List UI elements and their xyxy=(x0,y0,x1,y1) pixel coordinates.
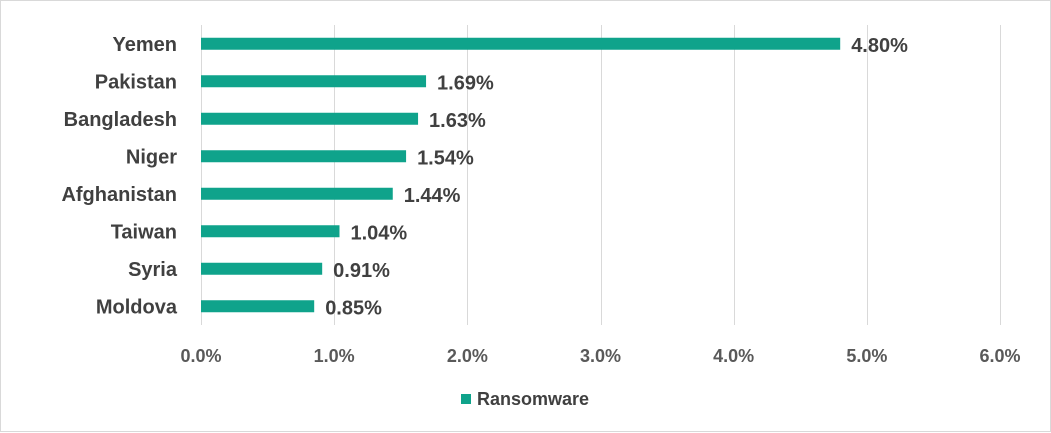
category-label: Moldova xyxy=(96,296,178,318)
category-label: Afghanistan xyxy=(61,184,177,206)
data-label: 1.54% xyxy=(417,147,474,169)
x-tick-label: 5.0% xyxy=(846,346,887,366)
data-label: 0.91% xyxy=(333,260,390,282)
data-label: 0.85% xyxy=(325,297,382,319)
x-tick-label: 2.0% xyxy=(447,346,488,366)
bar xyxy=(201,187,393,200)
x-tick-label: 1.0% xyxy=(314,346,355,366)
bars xyxy=(201,37,841,313)
x-tick-label: 4.0% xyxy=(713,346,754,366)
bar xyxy=(201,75,427,88)
data-label: 4.80% xyxy=(851,35,908,57)
data-labels: 4.80% 1.69% 1.63% 1.54% 1.44% 1.04% 0.91% 0.85% xyxy=(325,35,908,320)
category-labels: Yemen Pakistan Bangladesh Niger Afghanistan T… xyxy=(61,34,177,319)
category-label: Syria xyxy=(128,259,178,281)
bar xyxy=(201,300,315,313)
x-tick-label: 0.0% xyxy=(180,346,221,366)
category-label: Niger xyxy=(126,146,177,168)
bar xyxy=(201,112,419,125)
category-label: Bangladesh xyxy=(64,109,177,131)
category-label: Pakistan xyxy=(95,71,177,93)
x-tick-labels: 0.0% 1.0% 2.0% 3.0% 4.0% 5.0% 6.0% xyxy=(180,346,1020,366)
data-label: 1.69% xyxy=(437,72,494,94)
x-tick-label: 3.0% xyxy=(580,346,621,366)
bar xyxy=(201,150,407,163)
legend-label-ransomware: Ransomware xyxy=(477,389,589,409)
category-label: Yemen xyxy=(113,34,177,56)
bar xyxy=(201,225,340,238)
gridlines xyxy=(201,25,1001,325)
data-label: 1.04% xyxy=(350,222,407,244)
x-tick-label: 6.0% xyxy=(979,346,1020,366)
legend: Ransomware xyxy=(461,389,589,409)
bar xyxy=(201,37,841,50)
legend-swatch-ransomware xyxy=(461,394,471,404)
data-label: 1.44% xyxy=(404,185,461,207)
category-label: Taiwan xyxy=(111,221,177,243)
data-label: 1.63% xyxy=(429,110,486,132)
bar xyxy=(201,262,323,275)
